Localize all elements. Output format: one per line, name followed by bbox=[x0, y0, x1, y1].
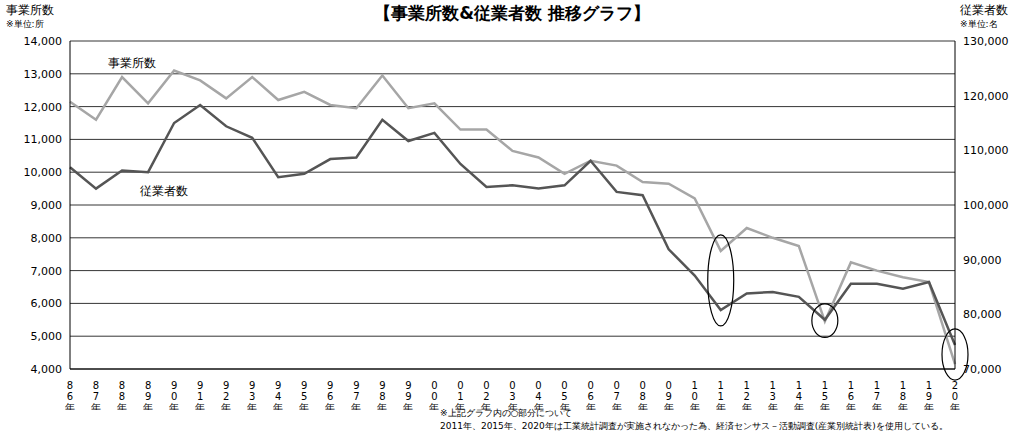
svg-text:8,000: 8,000 bbox=[31, 232, 63, 245]
svg-text:11,000: 11,000 bbox=[24, 133, 63, 146]
svg-text:05年: 05年 bbox=[560, 380, 570, 410]
svg-text:13年: 13年 bbox=[768, 380, 778, 410]
svg-text:03年: 03年 bbox=[508, 380, 518, 410]
svg-text:70,000: 70,000 bbox=[963, 363, 1002, 376]
svg-text:12年: 12年 bbox=[742, 380, 752, 410]
svg-text:13,000: 13,000 bbox=[24, 68, 63, 81]
html-text:※単位:名: ※単位:名 bbox=[960, 19, 998, 29]
svg-text:07年: 07年 bbox=[612, 380, 622, 410]
svg-text:06年: 06年 bbox=[586, 380, 596, 410]
svg-text:120,000: 120,000 bbox=[963, 90, 1009, 103]
svg-text:14年: 14年 bbox=[794, 380, 804, 410]
svg-text:97年: 97年 bbox=[351, 380, 361, 410]
svg-text:86年: 86年 bbox=[65, 380, 75, 410]
html-text:【事業所数&従業者数 推移グラフ】: 【事業所数&従業者数 推移グラフ】 bbox=[374, 3, 650, 23]
html-text:※上記グラフ内の○部分について: ※上記グラフ内の○部分について bbox=[440, 408, 573, 418]
svg-text:87年: 87年 bbox=[91, 380, 101, 410]
svg-text:7,000: 7,000 bbox=[31, 265, 63, 278]
svg-text:94年: 94年 bbox=[273, 380, 283, 410]
svg-text:10,000: 10,000 bbox=[24, 166, 63, 179]
svg-text:92年: 92年 bbox=[221, 380, 231, 410]
svg-text:12,000: 12,000 bbox=[24, 101, 63, 114]
html-text:※単位:所: ※単位:所 bbox=[6, 19, 44, 29]
svg-text:96年: 96年 bbox=[325, 380, 335, 410]
html-text:2011年、2015年、2020年は工業統計調査が実施されな: 2011年、2015年、2020年は工業統計調査が実施されなかった為、経済センサ… bbox=[440, 421, 948, 431]
svg-text:9,000: 9,000 bbox=[31, 199, 63, 212]
svg-text:18年: 18年 bbox=[898, 380, 908, 410]
svg-text:100,000: 100,000 bbox=[963, 199, 1009, 212]
svg-text:4,000: 4,000 bbox=[31, 363, 63, 376]
svg-text:17年: 17年 bbox=[872, 380, 882, 410]
svg-text:04年: 04年 bbox=[534, 380, 544, 410]
svg-text:6,000: 6,000 bbox=[31, 297, 63, 310]
svg-text:15年: 15年 bbox=[820, 380, 830, 410]
html-text:事業所数: 事業所数 bbox=[108, 56, 156, 70]
svg-text:09年: 09年 bbox=[664, 380, 674, 410]
svg-text:89年: 89年 bbox=[143, 380, 153, 410]
svg-text:10年: 10年 bbox=[690, 380, 700, 410]
svg-text:11年: 11年 bbox=[716, 380, 726, 410]
svg-text:14,000: 14,000 bbox=[24, 35, 63, 48]
html-text:事業所数: 事業所数 bbox=[6, 3, 54, 17]
svg-text:130,000: 130,000 bbox=[963, 35, 1009, 48]
svg-text:16年: 16年 bbox=[846, 380, 856, 410]
svg-text:91年: 91年 bbox=[195, 380, 205, 410]
html-text:従業者数: 従業者数 bbox=[960, 3, 1008, 17]
svg-text:98年: 98年 bbox=[377, 380, 387, 410]
svg-text:99年: 99年 bbox=[403, 380, 413, 410]
svg-text:02年: 02年 bbox=[481, 380, 491, 410]
svg-text:80,000: 80,000 bbox=[963, 308, 1002, 321]
svg-text:95年: 95年 bbox=[299, 380, 309, 410]
svg-text:110,000: 110,000 bbox=[963, 144, 1009, 157]
svg-text:08年: 08年 bbox=[638, 380, 648, 410]
svg-text:93年: 93年 bbox=[247, 380, 257, 410]
svg-text:5,000: 5,000 bbox=[31, 330, 63, 343]
svg-text:90,000: 90,000 bbox=[963, 254, 1002, 267]
html-text:従業者数: 従業者数 bbox=[140, 184, 188, 198]
svg-text:01年: 01年 bbox=[455, 380, 465, 410]
svg-text:20年: 20年 bbox=[950, 380, 960, 410]
svg-text:90年: 90年 bbox=[169, 380, 179, 410]
svg-text:19年: 19年 bbox=[924, 380, 934, 410]
svg-text:88年: 88年 bbox=[117, 380, 127, 410]
svg-text:00年: 00年 bbox=[429, 380, 439, 410]
